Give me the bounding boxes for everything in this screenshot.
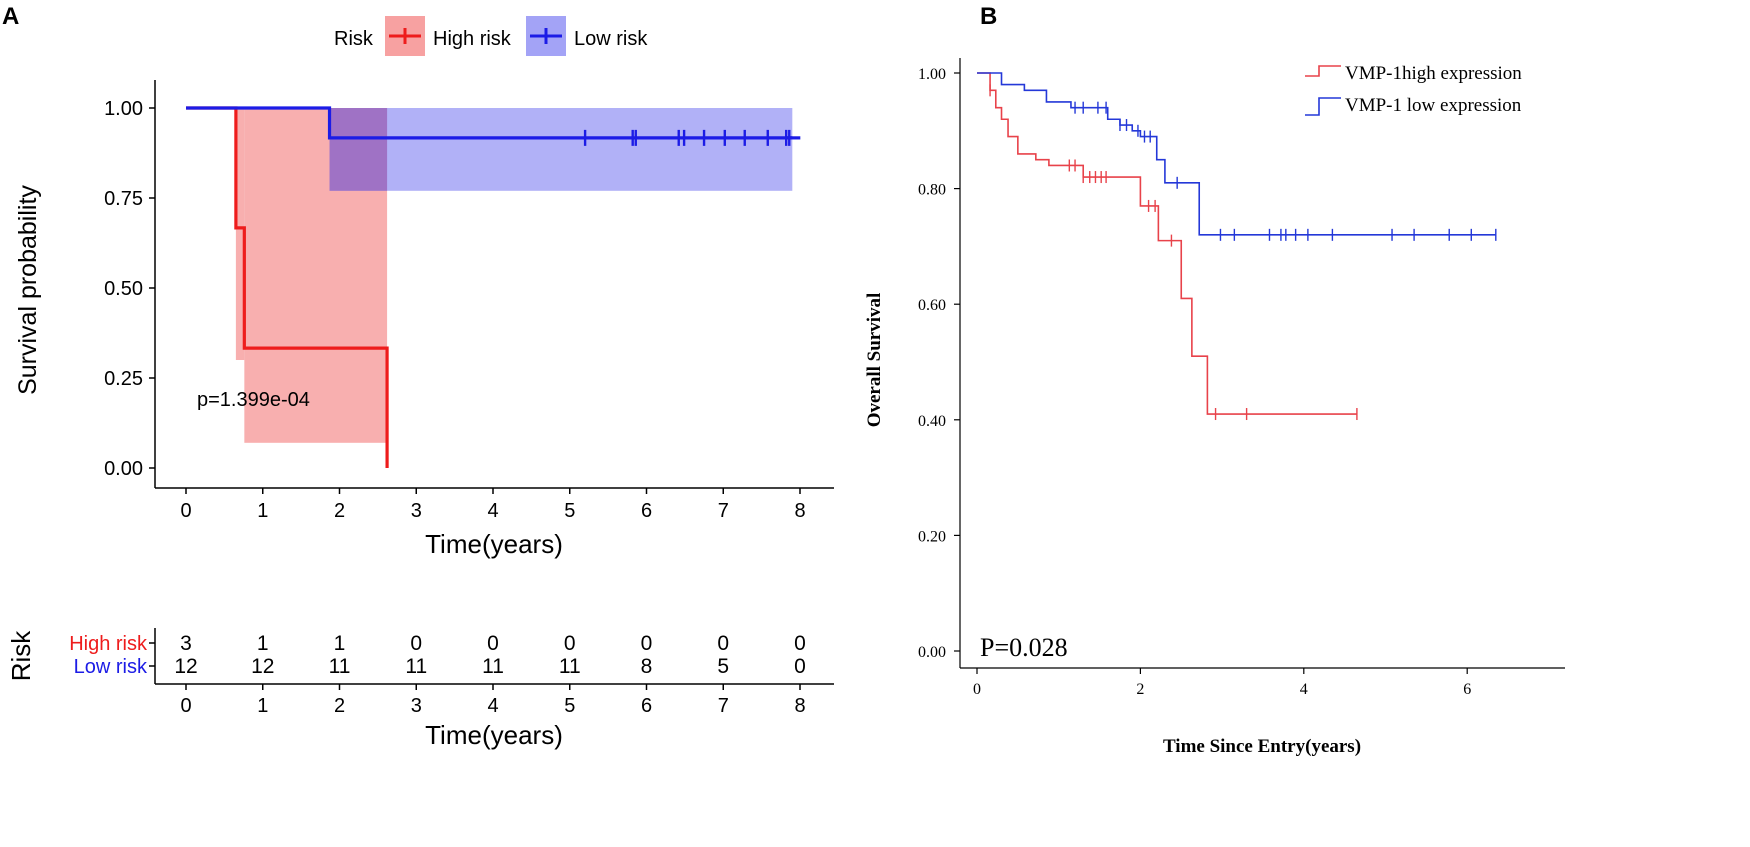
risk-cell-high-2: 1	[334, 632, 346, 655]
risk-cell-low-4: 11	[482, 655, 504, 678]
risk-x-tick-label-4: 4	[487, 695, 498, 717]
panel-b-y-label: Overall Survival	[864, 293, 885, 428]
risk-cell-high-3: 0	[410, 632, 422, 655]
risk-x-tick-label-2: 2	[334, 695, 345, 717]
risk-cell-low-1: 12	[251, 655, 274, 678]
panel-a-x-tick-label-2: 2	[334, 500, 345, 522]
legend-high-risk-label: High risk	[433, 28, 512, 50]
risk-table-title: Risk	[6, 630, 36, 682]
panel-a-y-tick-label-2: 0.50	[104, 278, 143, 300]
panel-b-y-tick-label-2: 0.40	[918, 413, 946, 430]
risk-x-tick-label-7: 7	[718, 695, 729, 717]
panel-a-x-tick-label-0: 0	[180, 500, 191, 522]
panel-b-y-tick-label-3: 0.60	[918, 297, 946, 314]
legend-vmp-low-label: VMP-1 low expression	[1345, 95, 1522, 116]
risk-cell-low-7: 5	[717, 655, 729, 678]
risk-x-tick-label-0: 0	[180, 695, 191, 717]
panel-b-p-value: P=0.028	[980, 633, 1068, 662]
panel-b-x-label: Time Since Entry(years)	[1163, 736, 1361, 757]
panel-a-survival-chart: Risk High risk Low risk 0.00 0.25 0.50 0.75…	[6, 16, 834, 750]
risk-x-tick-label-6: 6	[641, 695, 652, 717]
panel-a-y-tick-label-1: 0.25	[104, 368, 143, 390]
panel-a-x-tick-label-4: 4	[487, 500, 498, 522]
panel-a-survival-lines	[186, 106, 801, 468]
legend-vmp-high-label: VMP-1high expression	[1345, 63, 1522, 84]
panel-a-x-tick-label-1: 1	[257, 500, 268, 522]
panel-a-legend: Risk High risk Low risk	[334, 16, 648, 56]
panel-b-x-tick-label-3: 6	[1463, 681, 1471, 698]
risk-cell-high-0: 3	[180, 632, 192, 655]
survival-line-vmp-high	[977, 72, 1357, 415]
panel-a-confidence-bands	[235, 108, 793, 443]
panel-b-x-tick-label-2: 4	[1300, 681, 1308, 698]
risk-row-label-low: Low risk	[74, 656, 148, 678]
panel-a-axes: 0.00 0.25 0.50 0.75 1.00 0 1 2 3 4 5 6 7 8	[104, 80, 834, 522]
panel-a-y-tick-label-3: 0.75	[104, 188, 143, 210]
panel-a-x-label: Time(years)	[425, 529, 563, 559]
panel-b-survival-lines	[977, 72, 1497, 421]
panel-a-y-tick-label-4: 1.00	[104, 98, 143, 120]
survival-line-low-risk	[186, 106, 793, 140]
panel-a-letter: A	[2, 3, 19, 30]
risk-cell-low-0: 12	[174, 655, 197, 678]
risk-x-tick-label-5: 5	[564, 695, 575, 717]
panel-b-y-tick-label-5: 1.00	[918, 66, 946, 83]
risk-cell-low-8: 0	[794, 655, 806, 678]
panel-b-legend: VMP-1high expression VMP-1 low expressio…	[1305, 63, 1522, 116]
legend-vmp-high-line	[1305, 65, 1341, 77]
panel-a-x-tick-label-6: 6	[641, 500, 652, 522]
panel-b-x-tick-label-0: 0	[973, 681, 981, 698]
risk-x-tick-label-1: 1	[257, 695, 268, 717]
panel-b-y-tick-label-1: 0.20	[918, 528, 946, 545]
ci-band-overlap	[329, 108, 388, 191]
risk-row-label-high: High risk	[69, 633, 148, 655]
panel-a-y-tick-label-0: 0.00	[104, 458, 143, 480]
risk-cell-low-6: 8	[641, 655, 653, 678]
legend-title: Risk	[334, 28, 374, 50]
risk-cell-high-1: 1	[257, 632, 269, 655]
risk-cell-low-3: 11	[405, 655, 427, 678]
panel-b-survival-chart: 0.00 0.20 0.40 0.60 0.80 1.00 0 2 4 6 VMP-1high e…	[864, 58, 1565, 757]
panel-a-p-value: p=1.399e-04	[197, 389, 310, 411]
panel-b-x-tick-label-1: 2	[1136, 681, 1144, 698]
risk-cell-high-5: 0	[564, 632, 576, 655]
ci-band-low-1	[329, 108, 793, 191]
risk-cell-low-5: 11	[559, 655, 581, 678]
panel-b-y-tick-label-0: 0.00	[918, 644, 946, 661]
panel-a-x-tick-label-8: 8	[794, 500, 805, 522]
legend-low-risk-label: Low risk	[574, 28, 648, 50]
risk-cell-high-8: 0	[794, 632, 806, 655]
panel-b-axes: 0.00 0.20 0.40 0.60 0.80 1.00 0 2 4 6	[918, 58, 1565, 698]
risk-cell-high-4: 0	[487, 632, 499, 655]
risk-table-x-label: Time(years)	[425, 720, 563, 750]
risk-cell-low-2: 11	[329, 655, 351, 678]
panel-b-letter: B	[980, 3, 997, 30]
legend-vmp-low-line	[1305, 97, 1341, 116]
panel-a-x-tick-label-5: 5	[564, 500, 575, 522]
risk-cell-high-7: 0	[717, 632, 729, 655]
panel-a-x-tick-label-7: 7	[718, 500, 729, 522]
panel-a-y-label: Survival probability	[14, 185, 42, 395]
panel-a-x-tick-label-3: 3	[411, 500, 422, 522]
risk-x-tick-label-8: 8	[794, 695, 805, 717]
risk-cell-high-6: 0	[641, 632, 653, 655]
panel-b-y-tick-label-4: 0.80	[918, 182, 946, 199]
ci-band-high-1	[235, 108, 245, 360]
risk-x-tick-label-3: 3	[411, 695, 422, 717]
